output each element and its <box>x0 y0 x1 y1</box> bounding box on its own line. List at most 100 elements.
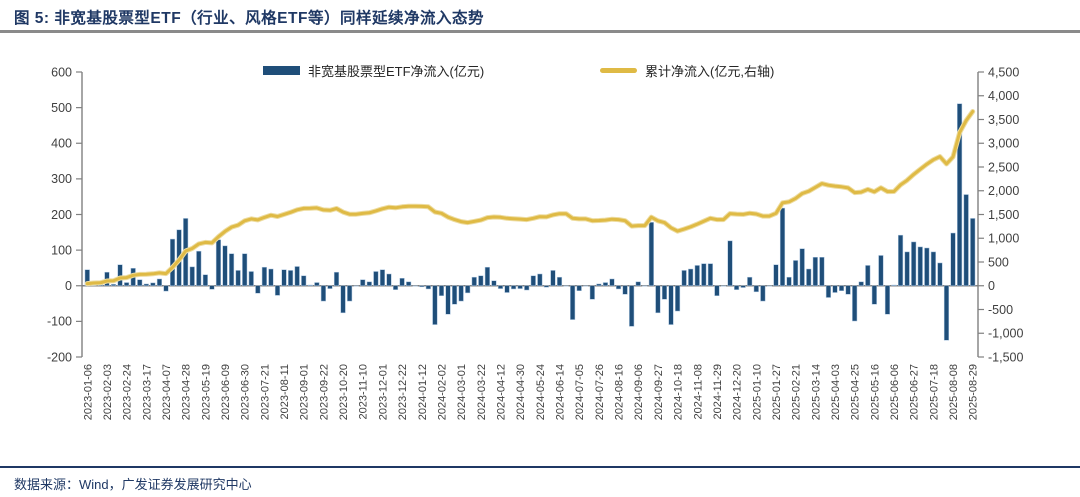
bar <box>458 285 464 302</box>
right-axis-tick-label: 2,500 <box>988 160 1019 174</box>
x-axis-tick-label: 2025-04-03 <box>830 364 842 420</box>
bar <box>963 194 969 286</box>
bar <box>812 257 818 286</box>
x-axis-tick-label: 2024-04-30 <box>515 364 527 420</box>
bar <box>707 263 713 287</box>
right-axis-tick-label: -500 <box>988 303 1013 317</box>
bar <box>950 232 956 287</box>
bar <box>701 263 707 287</box>
bar <box>616 285 622 290</box>
bar <box>268 268 274 286</box>
bar <box>943 285 950 341</box>
x-axis-tick-label: 2023-06-30 <box>240 364 252 420</box>
bar <box>819 257 825 286</box>
x-axis-tick-label: 2025-04-25 <box>850 364 862 420</box>
bar <box>163 285 169 292</box>
bar <box>779 207 786 286</box>
bar <box>117 264 123 286</box>
x-axis-tick-label: 2024-02-02 <box>437 364 449 420</box>
bar-series-swatch <box>263 66 300 75</box>
x-axis-tick-label: 2025-05-16 <box>869 364 881 420</box>
bar <box>229 253 235 287</box>
bar <box>438 285 445 296</box>
bar <box>242 253 248 287</box>
bar <box>806 268 812 286</box>
bar <box>688 268 694 286</box>
line-series-label: 累计净流入(亿元,右轴) <box>645 64 775 79</box>
bar <box>445 285 451 315</box>
bar <box>412 285 418 287</box>
bar <box>583 285 589 287</box>
figure-title: 图 5: 非宽基股票型ETF（行业、风格ETF等）同样延续净流入态势 <box>14 10 484 27</box>
x-axis-tick-label: 2025-01-10 <box>751 364 763 420</box>
x-axis-tick-label: 2025-03-14 <box>810 364 822 420</box>
bar <box>773 264 779 286</box>
x-axis-tick-label: 2023-04-07 <box>161 364 173 420</box>
bar <box>530 275 536 286</box>
bar <box>642 285 648 287</box>
x-axis-tick-label: 2025-02-21 <box>791 364 803 420</box>
bar <box>845 285 851 295</box>
bar <box>294 266 300 286</box>
bar <box>891 284 897 286</box>
bar <box>550 270 556 286</box>
bar <box>898 234 904 287</box>
bar <box>320 285 326 302</box>
x-axis-tick-label: 2024-08-16 <box>614 364 626 420</box>
x-axis-tick-label: 2023-04-28 <box>181 364 193 420</box>
bar <box>150 282 156 286</box>
bar <box>517 285 523 289</box>
bar <box>281 269 287 287</box>
bar <box>504 285 510 293</box>
bar <box>255 285 261 294</box>
bar <box>596 283 602 287</box>
x-axis-tick-label: 2023-03-17 <box>141 364 153 420</box>
bar <box>543 285 549 288</box>
x-axis-tick-label: 2024-04-12 <box>496 364 508 420</box>
bar <box>110 284 117 287</box>
bar <box>478 275 484 286</box>
bar <box>511 285 517 290</box>
bar <box>570 285 576 320</box>
bar <box>353 285 359 287</box>
bar <box>465 285 471 294</box>
bar <box>970 218 976 286</box>
bar <box>760 285 766 302</box>
right-axis-tick-label: 2,000 <box>988 184 1019 198</box>
bar-series-group <box>84 103 976 341</box>
bar <box>786 276 792 286</box>
bar <box>753 285 759 293</box>
right-axis-tick-label: 1,500 <box>988 208 1019 222</box>
right-axis-tick-label: 3,000 <box>988 137 1019 151</box>
x-axis-tick-label: 2024-06-14 <box>555 364 567 420</box>
footer-divider <box>0 466 1080 468</box>
left-axis-tick-label: 400 <box>51 137 72 151</box>
x-axis-tick-label: 2024-09-06 <box>633 364 645 420</box>
bar <box>675 285 681 312</box>
left-axis-tick-label: 500 <box>51 101 72 115</box>
bar <box>399 278 405 287</box>
x-axis-tick-label: 2025-07-18 <box>928 364 940 420</box>
left-axis-tick-label: 200 <box>51 208 72 222</box>
x-axis-tick-label: 2023-07-21 <box>259 364 271 420</box>
left-axis-tick-label: 600 <box>51 65 72 79</box>
bar <box>878 255 884 287</box>
x-axis-tick-label: 2023-10-20 <box>338 364 350 420</box>
bar <box>497 285 504 289</box>
legend-item-line-series: 累计净流入(亿元,右轴) <box>600 61 774 80</box>
x-axis-tick-label: 2023-01-06 <box>82 364 94 420</box>
bar <box>366 281 372 287</box>
x-axis-tick-label: 2023-02-24 <box>122 364 134 420</box>
bar <box>419 285 425 288</box>
x-axis-tick-label: 2023-09-22 <box>318 364 330 420</box>
x-axis-tick-label: 2024-03-22 <box>476 364 488 420</box>
bar <box>865 265 871 287</box>
bar <box>261 266 267 286</box>
bar <box>386 273 392 287</box>
right-axis-tick-label: -1,000 <box>988 327 1023 341</box>
bar <box>406 281 412 287</box>
bar <box>288 270 294 286</box>
bar <box>314 282 320 286</box>
bar <box>563 285 569 287</box>
